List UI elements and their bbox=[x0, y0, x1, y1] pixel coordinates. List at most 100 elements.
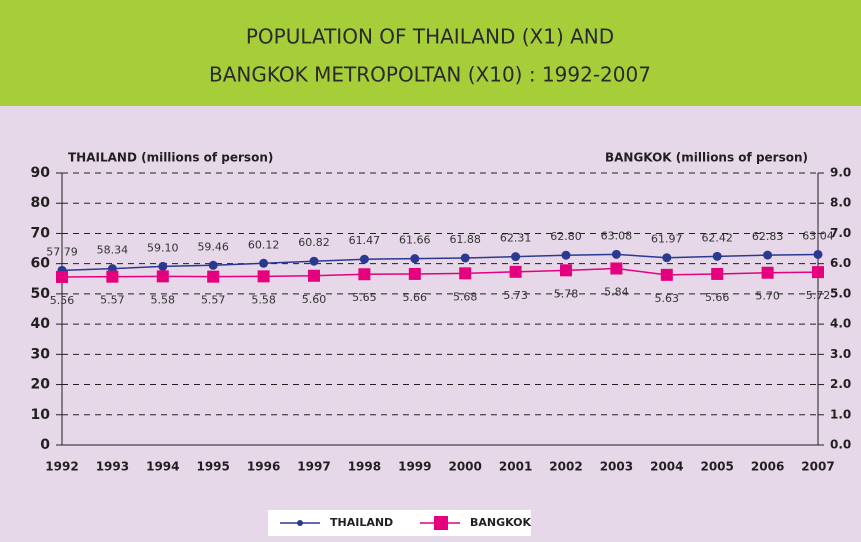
data-label: 61.88 bbox=[449, 233, 481, 246]
marker bbox=[712, 251, 722, 261]
marker bbox=[460, 253, 470, 263]
data-label: 5.66 bbox=[705, 291, 730, 304]
data-label: 5.57 bbox=[100, 294, 125, 307]
data-label: 59.10 bbox=[147, 241, 179, 254]
y2-tick-label: 8.0 bbox=[830, 196, 851, 210]
x-tick-label: 2003 bbox=[600, 460, 633, 474]
x-tick-label: 2005 bbox=[700, 460, 733, 474]
data-label: 5.57 bbox=[201, 294, 226, 307]
marker bbox=[207, 270, 220, 283]
data-label: 59.46 bbox=[197, 240, 229, 253]
marker bbox=[309, 256, 319, 266]
y-tick-label: 80 bbox=[31, 195, 51, 211]
y2-tick-label: 0.0 bbox=[830, 438, 851, 452]
y-tick-label: 10 bbox=[31, 407, 51, 423]
data-label: 5.70 bbox=[755, 290, 780, 303]
marker bbox=[560, 264, 572, 277]
legend-marker bbox=[297, 520, 303, 526]
y-tick-label: 70 bbox=[31, 225, 51, 241]
data-label: 5.63 bbox=[655, 292, 680, 305]
x-tick-label: 1992 bbox=[45, 460, 78, 474]
legend-marker bbox=[434, 516, 448, 530]
x-tick-label: 1993 bbox=[96, 460, 129, 474]
marker bbox=[56, 270, 68, 283]
x-tick-label: 1994 bbox=[146, 460, 179, 474]
data-label: 57.79 bbox=[46, 245, 78, 258]
marker bbox=[156, 270, 169, 283]
marker bbox=[711, 267, 724, 280]
marker bbox=[359, 254, 369, 264]
x-tick-label: 2007 bbox=[801, 460, 834, 474]
data-label: 5.65 bbox=[352, 291, 377, 304]
y2-tick-label: 2.0 bbox=[830, 377, 851, 391]
marker bbox=[561, 250, 571, 260]
marker bbox=[660, 268, 673, 281]
data-label: 5.66 bbox=[403, 291, 428, 304]
marker bbox=[408, 267, 421, 280]
y2-tick-label: 5.0 bbox=[830, 286, 851, 300]
y-tick-label: 20 bbox=[31, 377, 51, 393]
data-label: 5.68 bbox=[453, 290, 478, 303]
marker bbox=[509, 265, 522, 278]
y-tick-label: 0 bbox=[40, 437, 50, 453]
marker bbox=[259, 258, 269, 268]
data-label: 60.82 bbox=[298, 236, 330, 249]
chart-title: BANGKOK METROPOLTAN (X10) : 1992-2007 bbox=[209, 63, 651, 87]
data-label: 5.58 bbox=[151, 293, 176, 306]
data-label: 61.66 bbox=[399, 234, 431, 247]
x-tick-label: 1998 bbox=[348, 460, 381, 474]
marker bbox=[257, 270, 270, 283]
x-tick-label: 1997 bbox=[297, 460, 330, 474]
y-tick-label: 50 bbox=[31, 286, 51, 302]
marker bbox=[813, 249, 823, 259]
y2-tick-label: 9.0 bbox=[830, 166, 851, 180]
data-label: 60.12 bbox=[248, 238, 280, 251]
y2-tick-label: 1.0 bbox=[830, 407, 851, 421]
data-label: 62.31 bbox=[500, 232, 532, 245]
data-label: 5.78 bbox=[554, 287, 579, 300]
x-tick-label: 2001 bbox=[499, 460, 532, 474]
data-label: 5.73 bbox=[503, 289, 528, 302]
data-label: 62.83 bbox=[752, 230, 784, 243]
y2-tick-label: 7.0 bbox=[830, 226, 851, 240]
marker bbox=[511, 252, 521, 262]
data-label: 62.42 bbox=[701, 231, 733, 244]
y2-tick-label: 4.0 bbox=[830, 317, 851, 331]
data-label: 61.47 bbox=[349, 234, 381, 247]
legend-label: BANGKOK bbox=[470, 516, 532, 529]
x-tick-label: 1999 bbox=[398, 460, 431, 474]
y2-axis-label: BANGKOK (millions of person) bbox=[605, 151, 808, 165]
series-line bbox=[61, 267, 819, 278]
marker bbox=[611, 249, 621, 259]
y2-tick-label: 6.0 bbox=[830, 256, 851, 270]
header bbox=[0, 0, 861, 106]
marker bbox=[763, 250, 773, 260]
data-label: 62.80 bbox=[550, 230, 582, 243]
marker bbox=[812, 266, 824, 279]
series-line bbox=[61, 253, 819, 272]
marker bbox=[358, 268, 371, 281]
marker bbox=[761, 266, 774, 279]
marker bbox=[308, 269, 320, 282]
data-label: 5.60 bbox=[302, 293, 327, 306]
data-label: 58.34 bbox=[97, 244, 129, 257]
data-label: 63.08 bbox=[601, 229, 633, 242]
legend-label: THAILAND bbox=[330, 516, 393, 529]
x-tick-label: 2004 bbox=[650, 460, 683, 474]
y-tick-label: 30 bbox=[31, 346, 51, 362]
marker bbox=[662, 253, 672, 263]
data-label: 5.56 bbox=[50, 294, 75, 307]
y-tick-label: 40 bbox=[31, 316, 51, 332]
y-tick-label: 60 bbox=[31, 256, 51, 272]
data-label: 5.84 bbox=[604, 286, 629, 299]
y-tick-label: 90 bbox=[31, 165, 51, 181]
data-label: 63.04 bbox=[802, 229, 834, 242]
marker bbox=[459, 267, 472, 280]
marker bbox=[208, 260, 218, 270]
x-tick-label: 2002 bbox=[549, 460, 582, 474]
marker bbox=[158, 261, 168, 271]
marker bbox=[106, 270, 119, 283]
marker bbox=[610, 262, 623, 275]
y2-tick-label: 3.0 bbox=[830, 347, 851, 361]
